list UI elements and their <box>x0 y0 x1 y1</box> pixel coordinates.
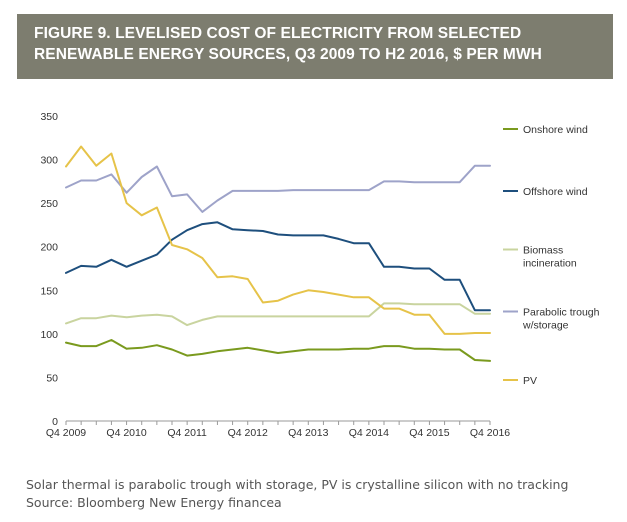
legend-label: w/storage <box>522 320 569 332</box>
figure-footer: Solar thermal is parabolic trough with s… <box>26 476 616 512</box>
figure-title-line-2: RENEWABLE ENERGY SOURCES, Q3 2009 TO H2 … <box>34 46 542 63</box>
x-tick-label: Q4 2010 <box>106 427 146 439</box>
legend-label: PV <box>523 375 537 387</box>
figure-title-line-1: FIGURE 9. LEVELISED COST OF ELECTRICITY … <box>34 25 522 42</box>
x-tick-label: Q4 2016 <box>470 427 510 439</box>
x-tick-label: Q4 2012 <box>228 427 268 439</box>
y-tick-label: 250 <box>40 198 58 210</box>
y-tick-label: 50 <box>46 372 58 384</box>
x-tick-label: Q4 2009 <box>46 427 86 439</box>
figure-source: Source: Bloomberg New Energy financea <box>26 495 282 510</box>
legend-label: Parabolic trough <box>523 307 600 319</box>
series-line-onshore-wind <box>65 339 491 362</box>
y-tick-label: 0 <box>52 416 58 428</box>
y-tick-label: 100 <box>40 329 58 341</box>
lcoe-line-chart: 0 50 100 150 200 250 300 350 Q4 2009 Q4 2010 Q4 20… <box>40 111 600 439</box>
x-tick-label: Q4 2014 <box>349 427 389 439</box>
legend-label: Onshore wind <box>523 124 588 136</box>
legend-label: Biomass <box>523 245 563 257</box>
series-line-biomass-incineration <box>65 302 491 327</box>
legend-label: incineration <box>523 258 577 270</box>
x-tick-label: Q4 2011 <box>167 427 207 439</box>
y-tick-label: 150 <box>40 285 58 297</box>
figure-note: Solar thermal is parabolic trough with s… <box>26 477 569 492</box>
legend-label: Offshore wind <box>523 186 588 198</box>
series-line-pv <box>65 145 491 335</box>
y-tick-label: 300 <box>40 155 58 167</box>
figure-title-banner: FIGURE 9. LEVELISED COST OF ELECTRICITY … <box>17 14 613 79</box>
series-line-offshore-wind <box>65 221 491 312</box>
series-line-parabolic-trough-w-storage <box>65 164 491 213</box>
x-tick-label: Q4 2013 <box>288 427 328 439</box>
y-tick-label: 350 <box>40 111 58 123</box>
x-tick-label: Q4 2015 <box>409 427 449 439</box>
y-tick-label: 200 <box>40 242 58 254</box>
